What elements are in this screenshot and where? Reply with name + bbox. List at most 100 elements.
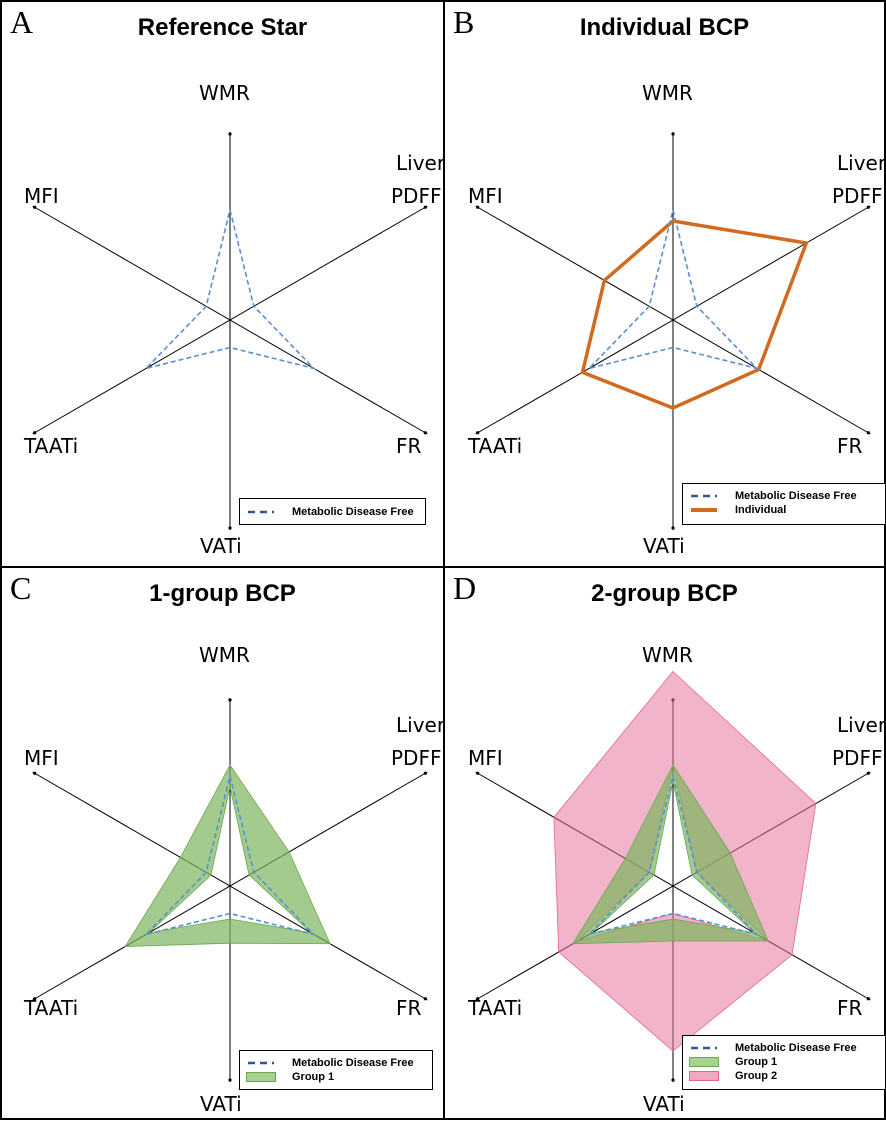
radar-chart bbox=[475, 670, 871, 1082]
axis-arrow-tip bbox=[33, 431, 37, 435]
axis-label-liver: Liver bbox=[837, 151, 886, 175]
axis-label-vati: VATi bbox=[643, 1092, 685, 1116]
legend-dash-swatch bbox=[248, 510, 274, 514]
legend-fill-swatch bbox=[689, 1057, 719, 1067]
panel-title: 1-group BCP bbox=[149, 580, 296, 607]
axis-arrow-tip bbox=[228, 698, 232, 702]
legend: Metabolic Disease Free bbox=[239, 498, 426, 525]
panel-individual-bcp: B Individual BCP WMR Liver PDFF MFI TAAT… bbox=[443, 0, 886, 568]
legend-label: Group 1 bbox=[735, 1056, 778, 1068]
series-reference-star bbox=[143, 775, 317, 936]
series-reference-star bbox=[586, 209, 760, 370]
legend-fill-swatch bbox=[689, 1071, 719, 1081]
axis-arrow-tip bbox=[476, 205, 480, 209]
panel-title: 2-group BCP bbox=[591, 580, 738, 607]
axis-label-pdff: PDFF bbox=[832, 184, 883, 208]
axis-arrow-tip bbox=[423, 997, 427, 1001]
axis-line-fr bbox=[32, 205, 428, 435]
panel-letter: C bbox=[10, 570, 32, 606]
legend-dash-swatch bbox=[691, 494, 717, 498]
axis-line-fr bbox=[475, 771, 871, 1001]
band-group-1 bbox=[124, 764, 331, 947]
axis-arrow-tip bbox=[671, 1078, 675, 1082]
legend-dash-swatch bbox=[248, 1061, 274, 1065]
axis-arrow-tip bbox=[228, 132, 232, 136]
axis-arrow-tip bbox=[476, 771, 480, 775]
band-group-2 bbox=[553, 670, 817, 1052]
axis-arrow-tip bbox=[33, 205, 37, 209]
axis-label-taati: TAATi bbox=[24, 996, 79, 1020]
panel-title: Reference Star bbox=[137, 14, 308, 41]
axis-label-fr: FR bbox=[396, 996, 422, 1020]
axis-arrow-tip bbox=[423, 771, 427, 775]
legend-entry-reference: Metabolic Disease Free bbox=[246, 505, 419, 519]
axis-label-pdff: PDFF bbox=[391, 184, 442, 208]
legend: Metabolic Disease Free Group 1 Group 2 bbox=[682, 1035, 886, 1090]
series-reference-star bbox=[143, 209, 317, 370]
legend-label: Metabolic Disease Free bbox=[735, 490, 857, 502]
axis-label-pdff: PDFF bbox=[391, 746, 442, 770]
axis-label-taati: TAATi bbox=[468, 434, 523, 458]
axis-arrow-tip bbox=[671, 526, 675, 530]
panel-title: Individual BCP bbox=[579, 14, 750, 41]
axis-label-taati: TAATi bbox=[468, 996, 523, 1020]
axis-arrow-tip bbox=[866, 205, 870, 209]
legend-label: Metabolic Disease Free bbox=[292, 1057, 414, 1069]
legend-dash-swatch bbox=[691, 1046, 717, 1050]
axis-arrow-tip bbox=[423, 431, 427, 435]
axis-label-wmr: WMR bbox=[642, 81, 693, 105]
radar-chart bbox=[32, 132, 428, 530]
radar-chart bbox=[475, 132, 871, 530]
axis-label-mfi: MFI bbox=[24, 184, 59, 208]
legend-entry-reference: Metabolic Disease Free bbox=[689, 1041, 879, 1055]
axis-label-taati: TAATi bbox=[24, 434, 79, 458]
axis-label-mfi: MFI bbox=[468, 746, 503, 770]
panel-1-group-bcp: C 1-group BCP WMR Liver PDFF MFI TAATi F… bbox=[0, 566, 445, 1120]
panel-letter: D bbox=[453, 570, 477, 606]
axis-label-mfi: MFI bbox=[468, 184, 503, 208]
axis-label-vati: VATi bbox=[200, 1092, 242, 1116]
radar-axes bbox=[32, 698, 428, 1082]
legend-entry-group-1: Group 1 bbox=[246, 1070, 426, 1084]
band-group-1 bbox=[572, 764, 769, 945]
legend: Metabolic Disease Free Individual bbox=[682, 483, 886, 525]
series-individual-outline bbox=[580, 219, 809, 410]
axis-label-wmr: WMR bbox=[642, 643, 693, 667]
legend-label: Group 2 bbox=[735, 1070, 778, 1082]
axis-label-vati: VATi bbox=[200, 534, 242, 558]
axis-arrow-tip bbox=[228, 1078, 232, 1082]
axis-arrow-tip bbox=[476, 997, 480, 1001]
axis-label-liver: Liver bbox=[396, 151, 446, 175]
panel-letter: B bbox=[453, 4, 475, 40]
legend-label: Individual bbox=[735, 504, 787, 516]
legend-line-swatch bbox=[691, 508, 717, 512]
axis-line-fr bbox=[475, 205, 871, 435]
axis-arrow-tip bbox=[33, 771, 37, 775]
legend-label: Metabolic Disease Free bbox=[735, 1042, 857, 1054]
axis-label-liver: Liver bbox=[396, 713, 446, 737]
axis-arrow-tip bbox=[866, 771, 870, 775]
panel-reference-star: A Reference Star WMR Liver PDFF MFI TAAT… bbox=[0, 0, 445, 568]
legend-fill-swatch bbox=[246, 1072, 276, 1082]
series-reference-star bbox=[586, 775, 760, 936]
radar-chart bbox=[32, 698, 428, 1082]
axis-arrow-tip bbox=[228, 526, 232, 530]
axis-label-fr: FR bbox=[837, 996, 863, 1020]
axis-arrow-tip bbox=[476, 431, 480, 435]
radar-axes bbox=[475, 132, 871, 530]
panel-2-group-bcp: D 2-group BCP WMR Liver PDFF MFI TAATi F… bbox=[443, 566, 886, 1120]
axis-label-pdff: PDFF bbox=[832, 746, 883, 770]
axis-arrow-tip bbox=[671, 132, 675, 136]
axis-label-mfi: MFI bbox=[24, 746, 59, 770]
axis-label-fr: FR bbox=[837, 434, 863, 458]
legend-entry-individual: Individual bbox=[689, 503, 879, 517]
legend-label: Metabolic Disease Free bbox=[292, 506, 414, 518]
legend-label: Group 1 bbox=[292, 1071, 335, 1083]
legend: Metabolic Disease Free Group 1 bbox=[239, 1050, 433, 1090]
axis-line-fr bbox=[32, 771, 428, 1001]
axis-arrow-tip bbox=[866, 431, 870, 435]
axis-label-vati: VATi bbox=[643, 534, 685, 558]
axis-label-wmr: WMR bbox=[199, 81, 250, 105]
legend-entry-reference: Metabolic Disease Free bbox=[689, 489, 879, 503]
